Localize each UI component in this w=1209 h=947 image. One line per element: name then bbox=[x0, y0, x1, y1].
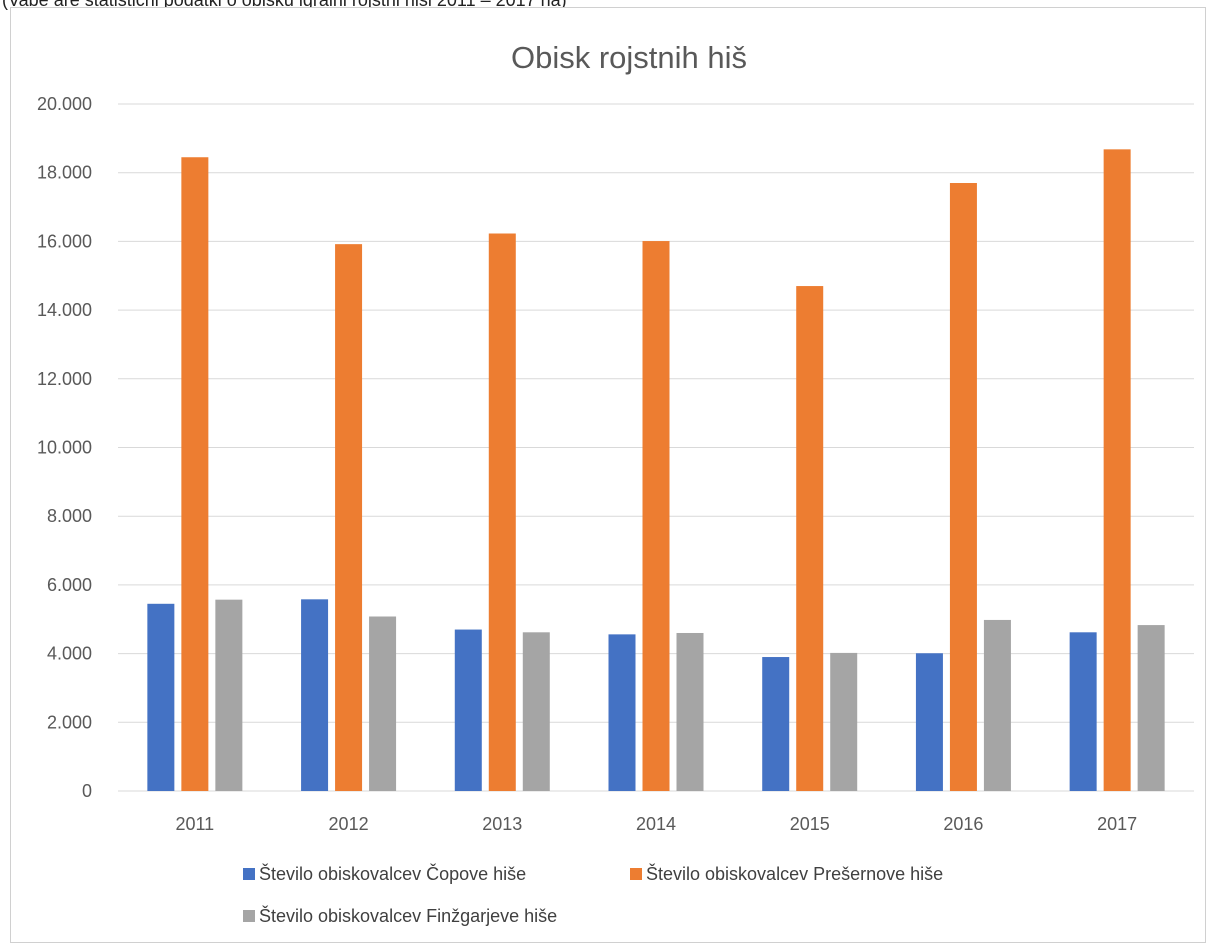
y-tick-label: 0 bbox=[82, 781, 92, 801]
bar-2017-series-2 bbox=[1103, 149, 1131, 792]
legend-swatch bbox=[630, 868, 642, 880]
y-tick-label: 20.000 bbox=[37, 94, 92, 114]
bar-2011-series-1 bbox=[147, 603, 175, 791]
y-tick-label: 16.000 bbox=[37, 231, 92, 251]
bar-2014-series-2 bbox=[642, 241, 670, 791]
bar-2016-series-2 bbox=[949, 183, 977, 791]
y-tick-label: 4.000 bbox=[47, 644, 92, 664]
bar-2012-series-2 bbox=[335, 244, 363, 791]
legend-swatch bbox=[243, 910, 255, 922]
y-tick-label: 2.000 bbox=[47, 712, 92, 732]
bar-2015-series-2 bbox=[796, 286, 824, 791]
bars bbox=[147, 149, 1165, 792]
y-tick-label: 18.000 bbox=[37, 163, 92, 183]
bar-2013-series-2 bbox=[488, 233, 516, 791]
chart-title: Obisk rojstnih hiš bbox=[511, 40, 747, 75]
bar-2016-series-3 bbox=[983, 619, 1011, 791]
y-tick-label: 8.000 bbox=[47, 506, 92, 526]
bar-2012-series-3 bbox=[369, 616, 397, 791]
bar-2017-series-3 bbox=[1137, 625, 1165, 791]
legend: Število obiskovalcev Čopove hiše Število … bbox=[243, 863, 943, 926]
x-tick-label: 2017 bbox=[1097, 814, 1137, 834]
x-tick-label: 2011 bbox=[175, 814, 214, 834]
bar-2011-series-3 bbox=[215, 599, 243, 791]
bar-2013-series-1 bbox=[454, 629, 482, 791]
bar-2013-series-3 bbox=[522, 632, 550, 791]
y-tick-label: 14.000 bbox=[37, 300, 92, 320]
bar-2015-series-3 bbox=[830, 652, 858, 791]
bar-2012-series-1 bbox=[301, 599, 329, 791]
legend-label: Število obiskovalcev Finžgarjeve hiše bbox=[259, 905, 557, 926]
legend-label: Število obiskovalcev Prešernove hiše bbox=[646, 863, 943, 884]
chart-area: Obisk rojstnih hiš 0 2.000 4.000 6.000 8.000… bbox=[10, 7, 1206, 943]
bar-2011-series-2 bbox=[181, 157, 209, 791]
legend-label: Število obiskovalcev Čopove hiše bbox=[259, 863, 526, 884]
bar-2015-series-1 bbox=[762, 657, 790, 791]
y-tick-label: 10.000 bbox=[37, 438, 92, 458]
bar-2016-series-1 bbox=[915, 653, 943, 791]
x-tick-label: 2013 bbox=[482, 814, 522, 834]
legend-swatch bbox=[243, 868, 255, 880]
x-tick-label: 2015 bbox=[790, 814, 830, 834]
y-tick-label: 6.000 bbox=[47, 575, 92, 595]
x-tick-label: 2016 bbox=[943, 814, 983, 834]
x-tick-label: 2014 bbox=[636, 814, 676, 834]
y-tick-label: 12.000 bbox=[37, 369, 92, 389]
bar-2014-series-3 bbox=[676, 632, 704, 791]
page-top-text: (Vabe are statistični podatki o obisku i… bbox=[2, 0, 567, 10]
bar-2014-series-1 bbox=[608, 634, 636, 791]
x-tick-label: 2012 bbox=[329, 814, 369, 834]
bar-2017-series-1 bbox=[1069, 632, 1097, 791]
bar-chart: Obisk rojstnih hiš 0 2.000 4.000 6.000 8.000… bbox=[37, 40, 1194, 926]
gridlines bbox=[118, 103, 1194, 792]
x-axis-ticks: 2011 2012 2013 2014 2015 2016 2017 bbox=[175, 814, 1137, 834]
y-axis-ticks: 0 2.000 4.000 6.000 8.000 10.000 12.000 14.000 1… bbox=[37, 94, 92, 801]
